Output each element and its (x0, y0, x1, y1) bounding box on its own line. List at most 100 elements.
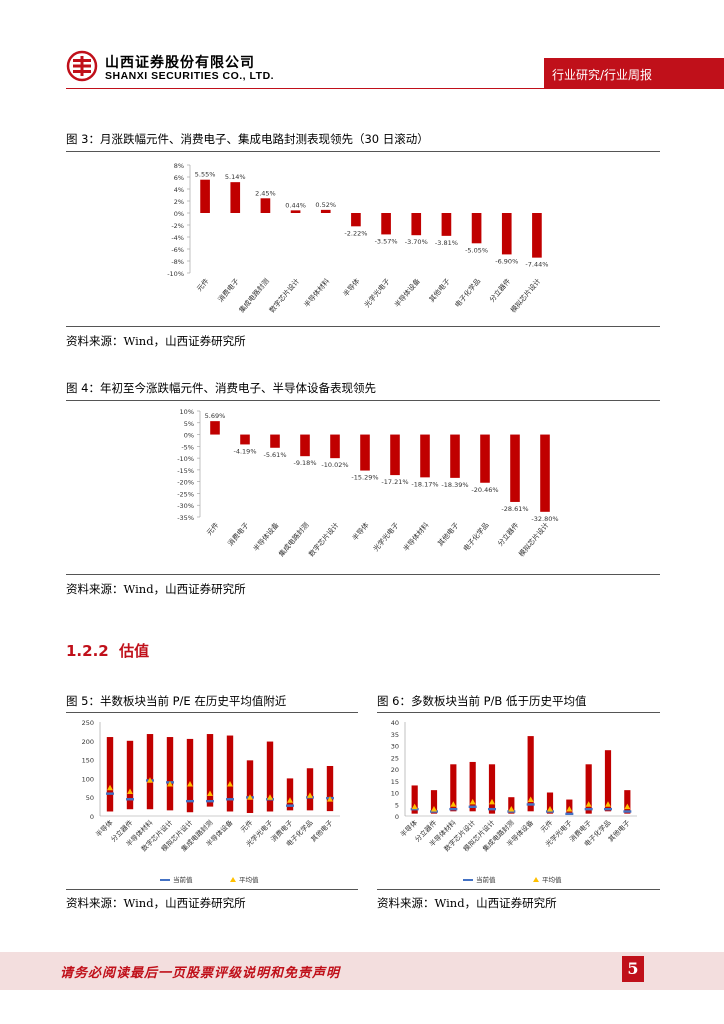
range-bar (186, 738, 194, 813)
y-tick-label: 30 (391, 743, 399, 751)
average-value-marker (489, 798, 495, 805)
average-value-marker (327, 796, 333, 802)
figure-3-bottom-rule (66, 326, 660, 327)
figure-4-chart: 10% 5% 0% -5% -10% -15% -20% -25% -30% -35% 5.69% 元… (177, 408, 558, 559)
data-label: -7.44% (525, 261, 548, 269)
y-tick-label: 20 (391, 766, 399, 774)
current-value-marker (546, 810, 554, 813)
category-label: 电子化学品 (461, 521, 490, 554)
data-label: -32.80% (531, 515, 558, 523)
category-label: 元件 (205, 521, 221, 538)
average-value-marker (605, 801, 611, 807)
average-value-marker (107, 784, 113, 791)
y-tick-label: 250 (82, 719, 94, 727)
data-label: -28.61% (501, 505, 528, 513)
page-number: 5 (622, 956, 644, 982)
data-label: 0.52% (315, 201, 336, 209)
legend-current-swatch (463, 879, 473, 881)
figure-4-bottom-rule (66, 574, 660, 575)
figure-3-source: 资料来源：Wind，山西证券研究所 (66, 334, 246, 348)
category-label: 半导体材料 (401, 521, 430, 554)
y-tick-label: -25% (177, 490, 194, 498)
category-label: 模拟芯片设计 (509, 277, 543, 315)
category-label: 集成电路封测 (237, 277, 271, 315)
category-label: 光学光电子 (362, 277, 391, 310)
bar (540, 434, 550, 512)
figure-5-caption: 图 5：半数板块当前 P/E 在历史平均值附近 (66, 694, 287, 708)
data-label: 5.14% (225, 173, 246, 181)
average-value-marker (207, 790, 213, 796)
section-heading: 1.2.2 估值 (66, 640, 149, 661)
bar (510, 434, 520, 502)
bar (480, 434, 490, 483)
figure-6-bottom-rule (377, 889, 660, 890)
y-tick-label: 0% (184, 432, 194, 440)
y-tick-label: 100 (82, 775, 94, 783)
figure-4-top-rule (66, 400, 660, 401)
y-tick-label: -8% (171, 258, 184, 266)
y-tick-label: -30% (177, 502, 194, 510)
range-bar (469, 761, 476, 812)
y-tick-label: 0 (395, 813, 399, 821)
legend-current-label: 当前值 (173, 875, 193, 884)
category-label: 集成电路封测 (277, 521, 311, 559)
y-tick-label: 50 (86, 794, 94, 802)
range-bar (126, 740, 134, 810)
data-label: -10.02% (321, 461, 348, 469)
data-label: -15.29% (351, 474, 378, 482)
figure-6-source: 资料来源：Wind，山西证券研究所 (377, 896, 557, 910)
range-bar (450, 764, 457, 812)
range-bar (226, 735, 234, 812)
average-value-marker (547, 805, 553, 812)
y-tick-label: 25 (391, 754, 399, 762)
legend-current-swatch (160, 879, 170, 881)
y-tick-label: 6% (174, 174, 184, 182)
average-value-marker (167, 781, 173, 787)
bar (360, 434, 370, 471)
category-label: 半导体材料 (302, 277, 331, 310)
figure-4-caption: 图 4：年初至今涨跌幅元件、消费电子、半导体设备表现领先 (66, 381, 376, 395)
bar (330, 434, 340, 459)
bar (450, 434, 460, 478)
category-label: 半导体设备 (251, 521, 280, 554)
data-label: 2.45% (255, 189, 276, 197)
figure-5-chart: 250200150100500半导体分立器件半导体材料数字芯片设计模拟芯片设计集… (82, 719, 340, 884)
bar (501, 213, 512, 255)
range-bar (166, 737, 174, 811)
y-tick-label: 150 (82, 757, 94, 765)
category-label: 模拟芯片设计 (517, 521, 551, 559)
figure-6-caption: 图 6：多数板块当前 P/B 低于历史平均值 (377, 694, 587, 708)
current-value-marker (604, 807, 612, 811)
average-value-marker (508, 805, 515, 812)
average-value-marker (227, 781, 233, 787)
category-label: 元件 (538, 818, 554, 834)
data-label: -6.90% (495, 257, 518, 265)
figure-3-top-rule (66, 151, 660, 152)
legend-average-swatch (230, 877, 236, 882)
y-tick-label: 5 (395, 801, 399, 809)
y-tick-label: 2% (174, 198, 184, 206)
data-label: 0.44% (285, 201, 306, 209)
category-label: 半导体设备 (392, 277, 421, 310)
figure-5-source: 资料来源：Wind，山西证券研究所 (66, 896, 246, 910)
footer-bar (0, 952, 724, 990)
range-bar (411, 785, 418, 814)
current-value-marker (226, 798, 234, 801)
y-tick-label: 35 (391, 731, 399, 739)
average-value-marker (247, 794, 253, 800)
current-value-marker (526, 803, 535, 806)
bar (441, 213, 452, 236)
footer-disclaimer: 请务必阅读最后一页股票评级说明和免责声明 (60, 966, 341, 981)
bar (290, 210, 301, 213)
range-bar (206, 734, 214, 807)
header-divider (66, 88, 724, 89)
current-value-marker (206, 799, 214, 803)
current-value-marker (410, 807, 419, 811)
category-label: 光学光电子 (371, 521, 400, 554)
category-label: 半导体 (350, 521, 370, 543)
legend-average-label: 平均值 (239, 875, 259, 884)
current-value-marker (468, 805, 477, 808)
bar (351, 213, 361, 227)
y-tick-label: -6% (171, 246, 184, 254)
y-tick-label: 40 (391, 719, 399, 727)
